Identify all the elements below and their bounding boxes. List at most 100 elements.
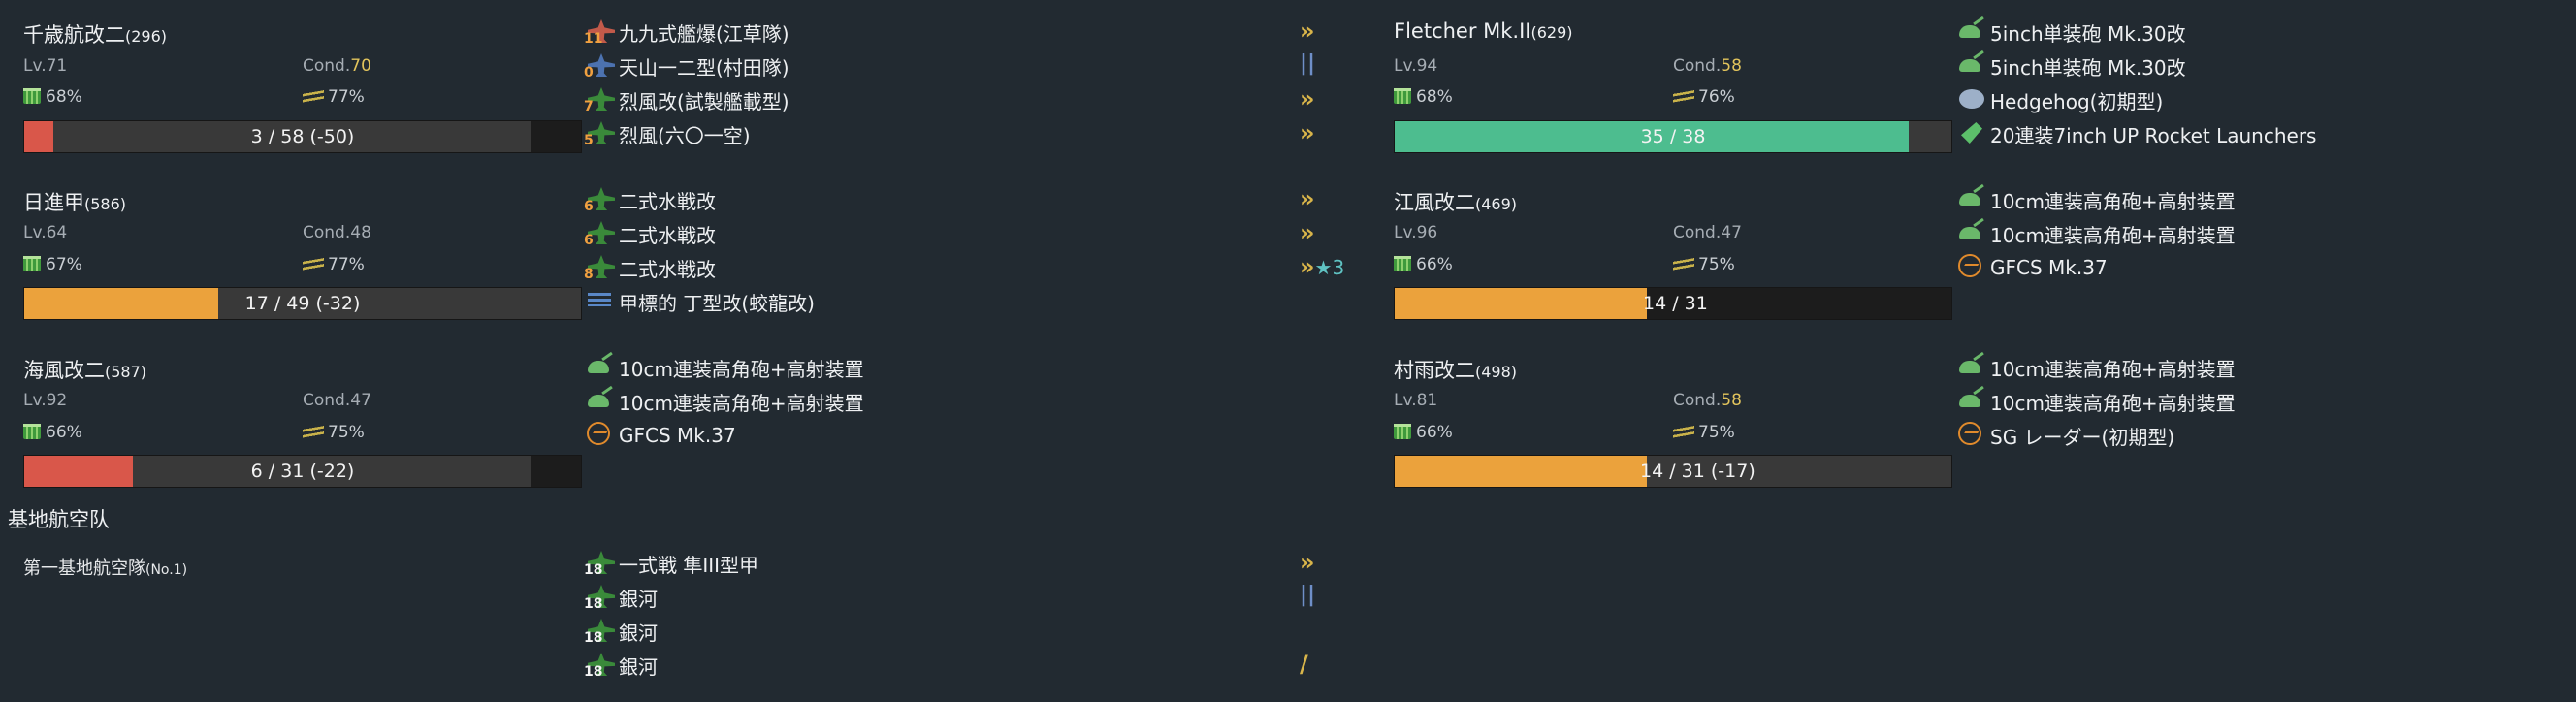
equip-row[interactable]: 6 二式水戦改 [584, 185, 815, 214]
fuel-stat: 75% [1673, 423, 1735, 442]
ship-level: Lv.81 [1394, 391, 1438, 410]
squadron-row[interactable]: 18 銀河 [584, 651, 758, 680]
ship-condition: Cond.47 [303, 391, 371, 410]
equip-row[interactable]: 10cm連装高角砲+高射装置 [586, 353, 864, 382]
ship-condition: Cond.58 [1673, 56, 1742, 76]
equip-row[interactable]: Hedgehog(初期型) [1957, 85, 2316, 114]
radar-icon [586, 421, 619, 450]
gun-icon [1957, 219, 1990, 248]
fuel-icon [303, 89, 324, 105]
squadron-list: 18 一式戦 隼III型甲 18 銀河 18 銀河 18 銀河 [584, 549, 758, 680]
ship-name: 海風改二(587) [23, 359, 147, 382]
equipment-list: 10cm連装高角砲+高射装置 10cm連装高角砲+高射装置 SG レーダー(初期… [1957, 353, 2236, 450]
fuel-icon [303, 257, 324, 272]
hp-bar: 14 / 31 [1394, 287, 1952, 320]
fuel-stat: 76% [1673, 87, 1735, 107]
proficiency-chevron-icon: » [1300, 253, 1315, 280]
fighter-icon: 7 [584, 85, 619, 114]
fighter-icon: 5 [584, 119, 619, 148]
proficiency-chevron-icon: » [1300, 185, 1315, 212]
ship-condition: Cond.58 [1673, 391, 1742, 410]
ammo-icon [23, 88, 43, 106]
ship-condition: Cond.48 [303, 223, 371, 242]
hp-bar: 35 / 38 [1394, 120, 1952, 153]
hp-bar: 3 / 58 (-50) [23, 120, 582, 153]
ship-name: 日進甲(586) [23, 191, 127, 214]
equip-row[interactable]: 甲標的 丁型改(蛟龍改) [586, 287, 815, 316]
equipment-list: 10cm連装高角砲+高射装置 10cm連装高角砲+高射装置 GFCS Mk.37 [1957, 185, 2236, 282]
equip-row[interactable]: GFCS Mk.37 [586, 421, 864, 450]
ship-level: Lv.96 [1394, 223, 1438, 242]
proficiency-with-improvement: »★3 [1300, 253, 1416, 287]
ammo-stat: 68% [1394, 87, 1453, 107]
fuel-stat: 77% [303, 87, 365, 107]
hp-bar-fill [24, 121, 53, 152]
equip-row[interactable]: 6 二式水戦改 [584, 219, 815, 248]
proficiency-column: » || » » [1300, 17, 1377, 153]
equip-row[interactable]: 11 九九式艦爆(江草隊) [584, 17, 789, 47]
hp-bar-fill [24, 288, 218, 319]
equip-row[interactable]: 5 烈風(六〇一空) [584, 119, 789, 148]
ammo-stat: 66% [23, 423, 82, 442]
air-corps-name[interactable]: 第一基地航空隊(No.1) [23, 558, 188, 579]
fuel-icon [303, 425, 324, 440]
gun-icon [586, 387, 619, 416]
proficiency-chevron-icon: » [1300, 119, 1315, 146]
ship-name: 千歳航改二(296) [23, 23, 168, 47]
seaplane-fighter-icon: 6 [584, 185, 619, 214]
gun-icon [1957, 51, 1990, 80]
hp-bar: 14 / 31 (-17) [1394, 455, 1952, 488]
ammo-icon [1394, 256, 1413, 273]
gun-icon [586, 353, 619, 382]
equip-row[interactable]: 8 二式水戦改 [584, 253, 815, 282]
ship-card-kawakaze[interactable]: 江風改二(469) Lv.96 Cond.47 66% 75% 14 / 31 [0, 0, 1952, 320]
proficiency-bars-icon: || [1300, 51, 1316, 76]
hp-text: 35 / 38 [1640, 126, 1706, 147]
equip-row[interactable]: 5inch単装砲 Mk.30改 [1957, 51, 2316, 80]
ship-card-chitose[interactable]: 千歳航改二(296) Lv.71 Cond.70 68% 77% 3 / 58 … [0, 0, 582, 153]
proficiency-column: » » »★3 [1300, 185, 1416, 287]
fuel-icon [1673, 89, 1694, 105]
hp-text: 17 / 49 (-32) [244, 293, 361, 314]
equip-row[interactable]: GFCS Mk.37 [1957, 253, 2236, 282]
ship-card-nisshin[interactable]: 日進甲(586) Lv.64 Cond.48 67% 77% 17 / 49 (… [0, 0, 582, 320]
equip-row[interactable]: 5inch単装砲 Mk.30改 [1957, 17, 2316, 47]
equip-row[interactable]: 10cm連装高角砲+高射装置 [1957, 353, 2236, 382]
dive-bomber-icon: 11 [584, 17, 619, 47]
equip-row[interactable]: 7 烈風改(試製艦載型) [584, 85, 789, 114]
proficiency-chevron-icon: » [1300, 549, 1315, 576]
equip-row[interactable]: 10cm連装高角砲+高射装置 [1957, 219, 2236, 248]
hp-bar-fill [1395, 288, 1647, 319]
equipment-list: 11 九九式艦爆(江草隊) 0 天山一二型(村田隊) 7 烈風改(試製艦載型) 5 烈風… [584, 17, 789, 148]
ship-condition: Cond.47 [1673, 223, 1742, 242]
land-fighter-icon: 18 [584, 549, 619, 578]
equipment-list: 10cm連装高角砲+高射装置 10cm連装高角砲+高射装置 GFCS Mk.37 [586, 353, 864, 450]
hp-text: 14 / 31 [1643, 293, 1708, 314]
proficiency-column: » || / [1300, 549, 1377, 685]
improvement-star-icon: ★3 [1314, 256, 1345, 279]
squadron-row[interactable]: 18 一式戦 隼III型甲 [584, 549, 758, 578]
asw-icon [1957, 85, 1990, 114]
ship-level: Lv.92 [23, 391, 68, 410]
ammo-icon [23, 256, 43, 273]
fuel-stat: 77% [303, 255, 365, 274]
gun-icon [1957, 185, 1990, 214]
squadron-row[interactable]: 18 銀河 [584, 617, 758, 646]
hp-text: 6 / 31 (-22) [250, 461, 355, 482]
equip-row[interactable]: 20連装7inch UP Rocket Launchers [1957, 119, 2316, 148]
equip-row[interactable]: SG レーダー(初期型) [1957, 421, 2236, 450]
midget-submarine-icon [586, 287, 619, 316]
proficiency-slash-icon: / [1300, 651, 1308, 678]
ship-card-fletcher[interactable]: Fletcher Mk.II(629) Lv.94 Cond.58 68% 76… [0, 0, 1952, 153]
squadron-row[interactable]: 18 銀河 [584, 583, 758, 612]
ship-name: Fletcher Mk.II(629) [1394, 19, 1573, 43]
radar-icon [1957, 421, 1990, 450]
ammo-icon [1394, 424, 1413, 441]
equip-row[interactable]: 0 天山一二型(村田隊) [584, 51, 789, 80]
hp-text: 14 / 31 (-17) [1640, 461, 1755, 482]
equip-row[interactable]: 10cm連装高角砲+高射装置 [586, 387, 864, 416]
ship-card-umikaze[interactable]: 海風改二(587) Lv.92 Cond.47 66% 75% 6 / 31 (… [0, 0, 582, 488]
equip-row[interactable]: 10cm連装高角砲+高射装置 [1957, 387, 2236, 416]
ship-card-murasame[interactable]: 村雨改二(498) Lv.81 Cond.58 66% 75% 14 / 31 … [0, 0, 1952, 488]
equip-row[interactable]: 10cm連装高角砲+高射装置 [1957, 185, 2236, 214]
